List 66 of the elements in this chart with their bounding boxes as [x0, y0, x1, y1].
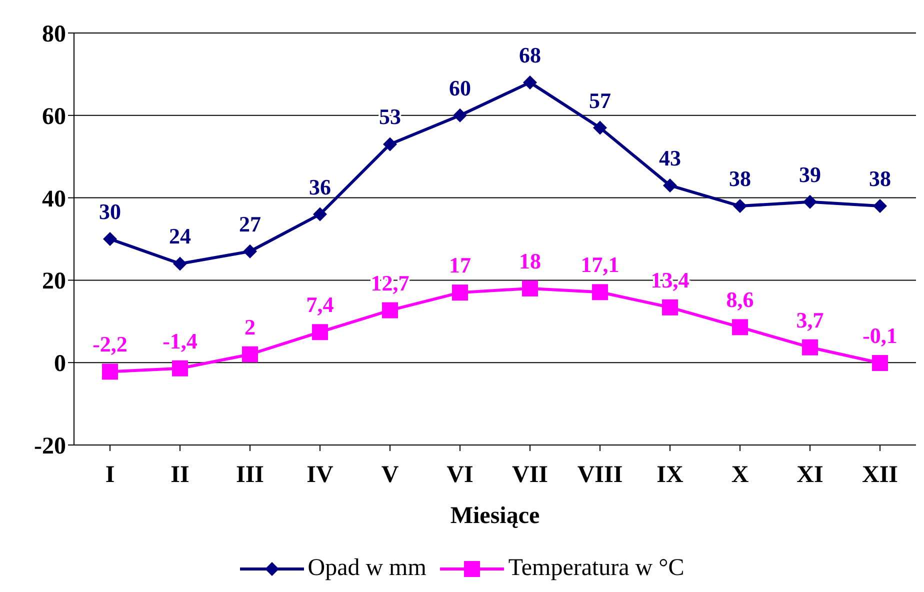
point: [382, 302, 398, 318]
data-label: 38: [869, 166, 891, 192]
data-label: 17,1: [580, 252, 620, 278]
point: [872, 355, 888, 372]
point: [732, 319, 748, 336]
point: [242, 346, 258, 362]
data-label: 60: [449, 75, 471, 100]
x-tick-label: IX: [656, 462, 684, 488]
point: [383, 137, 397, 152]
x-tick-label: IV: [306, 462, 334, 488]
data-label: 57: [589, 88, 611, 113]
point: [802, 339, 818, 356]
point: [733, 199, 747, 214]
point: [243, 244, 257, 258]
y-tick-label: 80: [42, 22, 66, 48]
point: [102, 364, 118, 380]
y-tick-label: 60: [42, 104, 66, 130]
legend-label: Opad w mm: [308, 555, 426, 582]
data-label: 38: [729, 166, 751, 192]
point: [313, 207, 327, 222]
x-axis-title: Miesiące: [450, 503, 540, 529]
data-label: 36: [309, 174, 331, 200]
point: [523, 75, 537, 90]
data-label: 2: [244, 314, 256, 340]
y-tick-label: 0: [54, 351, 66, 378]
x-tick-label: VI: [446, 462, 474, 488]
point: [593, 120, 607, 135]
point: [173, 256, 187, 271]
data-label: 39: [799, 162, 821, 187]
x-tick-label: I: [105, 462, 115, 488]
legend-label: Temperatura w °C: [508, 555, 684, 582]
point: [873, 199, 887, 214]
data-label: 18: [519, 248, 541, 274]
x-tick-label: X: [731, 462, 750, 488]
point: [522, 280, 538, 296]
x-tick-label: V: [381, 462, 400, 488]
data-label: 17: [449, 252, 471, 278]
data-label: 24: [169, 224, 191, 249]
x-tick-label: II: [170, 462, 190, 488]
data-label: -1,4: [162, 328, 198, 354]
y-tick-label: -20: [34, 434, 66, 460]
x-tick-label: VIII: [577, 462, 623, 488]
point: [312, 324, 328, 340]
point: [592, 284, 608, 300]
data-label: 27: [239, 211, 261, 236]
point: [452, 284, 468, 301]
data-label: -2,2: [92, 332, 128, 357]
data-label: 68: [519, 42, 541, 68]
point: [662, 299, 678, 316]
point: [453, 108, 467, 122]
x-tick-label: III: [236, 462, 264, 488]
x-tick-label: XII: [862, 462, 898, 488]
point: [803, 194, 817, 209]
data-label: 3,7: [796, 307, 824, 332]
data-label: 8,6: [726, 287, 754, 312]
data-label: -0,1: [862, 323, 898, 348]
y-tick-label: 40: [42, 186, 66, 212]
x-tick-label: XI: [796, 462, 824, 488]
data-label: 43: [659, 145, 681, 170]
point: [663, 178, 677, 192]
data-label: 30: [99, 199, 121, 224]
point: [172, 360, 188, 376]
y-tick-label: 20: [42, 268, 66, 295]
x-tick-label: VII: [512, 462, 548, 488]
point: [103, 232, 117, 246]
data-label: 7,4: [306, 292, 334, 318]
